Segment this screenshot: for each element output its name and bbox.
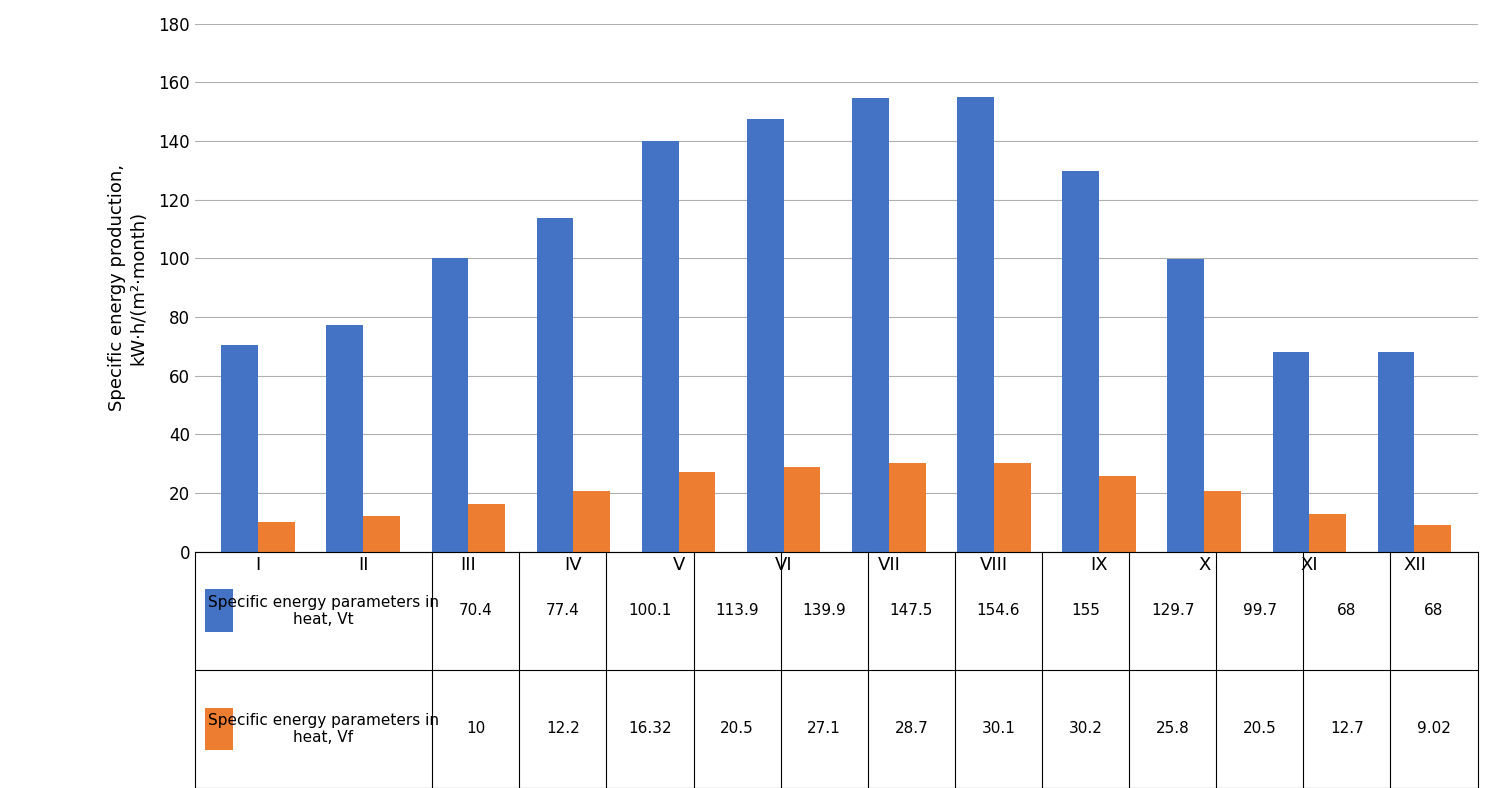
Bar: [1062, 171, 1100, 552]
Bar: [537, 217, 573, 552]
Text: 10: 10: [466, 721, 486, 737]
Text: 12.7: 12.7: [1330, 721, 1364, 737]
Text: 100.1: 100.1: [628, 603, 672, 619]
Bar: [327, 325, 363, 552]
Text: 20.5: 20.5: [720, 721, 754, 737]
Bar: [994, 463, 1030, 552]
Text: 68: 68: [1425, 603, 1443, 619]
Text: 16.32: 16.32: [628, 721, 672, 737]
Text: 25.8: 25.8: [1156, 721, 1190, 737]
Text: 30.2: 30.2: [1068, 721, 1102, 737]
Bar: [852, 98, 889, 552]
Text: 154.6: 154.6: [976, 603, 1020, 619]
Text: 30.1: 30.1: [981, 721, 1016, 737]
Text: 113.9: 113.9: [716, 603, 759, 619]
Text: 70.4: 70.4: [459, 603, 492, 619]
Y-axis label: Specific energy production,
kW·h/(m²·month): Specific energy production, kW·h/(m²·mon…: [108, 164, 147, 411]
Bar: [783, 467, 820, 552]
Bar: [258, 522, 296, 552]
Text: 77.4: 77.4: [546, 603, 580, 619]
Bar: [222, 345, 258, 552]
Bar: [1414, 525, 1450, 552]
Text: Specific energy parameters in
heat, Vf: Specific energy parameters in heat, Vf: [207, 712, 438, 745]
Text: 99.7: 99.7: [1242, 603, 1276, 619]
Bar: [432, 258, 468, 552]
Text: 27.1: 27.1: [807, 721, 842, 737]
Bar: [1310, 515, 1346, 552]
Text: 9.02: 9.02: [1418, 721, 1450, 737]
Text: 147.5: 147.5: [890, 603, 933, 619]
Text: 139.9: 139.9: [802, 603, 846, 619]
Bar: [957, 97, 994, 552]
Bar: [468, 504, 506, 552]
Text: 12.2: 12.2: [546, 721, 580, 737]
Bar: [206, 589, 234, 632]
Text: 28.7: 28.7: [894, 721, 928, 737]
Bar: [1377, 352, 1414, 552]
Text: 155: 155: [1071, 603, 1100, 619]
Bar: [1100, 476, 1136, 552]
Bar: [573, 492, 610, 552]
Text: 129.7: 129.7: [1150, 603, 1194, 619]
Text: 20.5: 20.5: [1244, 721, 1276, 737]
Bar: [363, 516, 401, 552]
Bar: [747, 119, 783, 552]
Bar: [206, 708, 234, 750]
Bar: [642, 141, 678, 552]
Text: 68: 68: [1336, 603, 1356, 619]
Bar: [890, 463, 926, 552]
Bar: [1204, 492, 1240, 552]
Text: Specific energy parameters in
heat, Vt: Specific energy parameters in heat, Vt: [207, 594, 438, 627]
Bar: [678, 472, 716, 552]
Bar: [1272, 352, 1310, 552]
Bar: [1167, 259, 1204, 552]
